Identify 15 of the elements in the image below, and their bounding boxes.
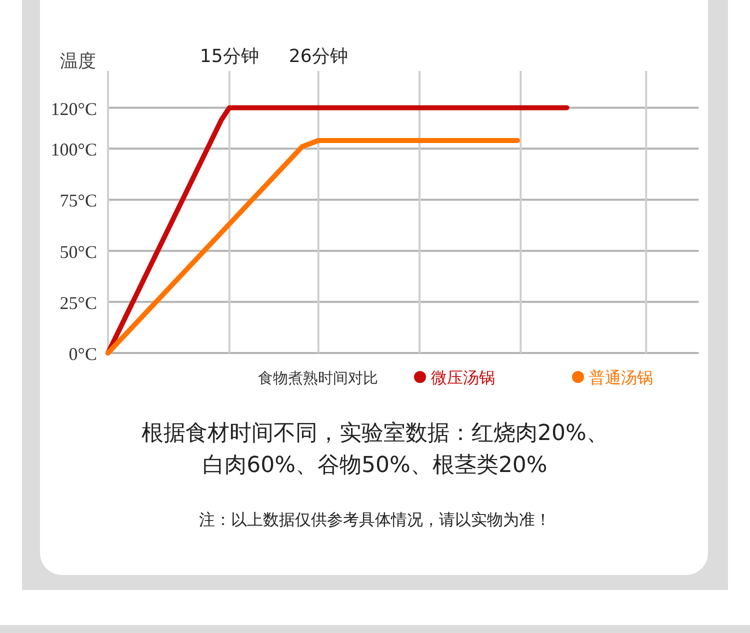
y-tick-label: 50°C	[60, 242, 97, 262]
legend-label: 微压汤锅	[431, 368, 495, 387]
x-tick-label: 26分钟	[288, 46, 348, 67]
text: 注：以上数据仅供参考具体情况，请以实物为准！	[199, 510, 551, 529]
y-tick-label: 100°C	[50, 140, 97, 160]
y-tick-label: 120°C	[50, 98, 97, 119]
text: 根据食材时间不同，实验室数据：红烧肉20%、	[142, 421, 608, 446]
y-tick-label: 0°C	[68, 344, 97, 364]
x-tick-label: 15分钟	[200, 46, 259, 67]
legend-label: 普通汤锅	[589, 368, 653, 387]
y-axis-title: 温度	[60, 51, 96, 72]
y-tick-label: 75°C	[60, 190, 97, 211]
text: 白肉60%、谷物50%、根茎类20%	[202, 453, 548, 478]
y-tick-label: 25°C	[60, 292, 97, 313]
legend-title: 食物煮熟时间对比	[258, 369, 378, 387]
